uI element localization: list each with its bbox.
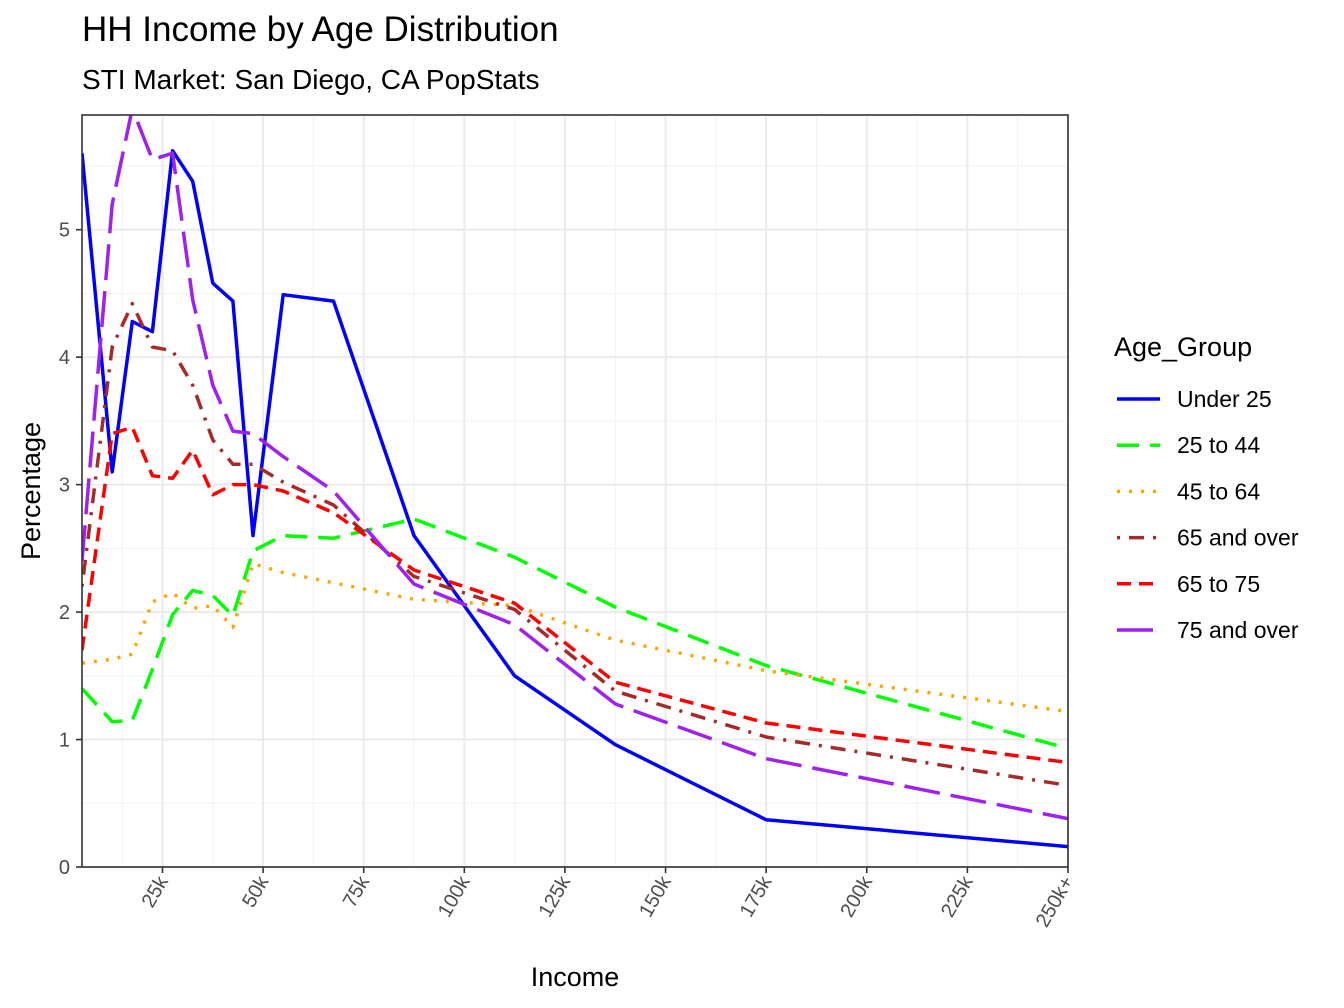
- x-tick-label: 50k: [238, 872, 274, 912]
- series-line-5: [82, 115, 1068, 821]
- x-axis: 25k 50k 75k 100k 125k 150k 175k 200k 225k 250k+: [138, 867, 1079, 932]
- legend-title: Age_Group: [1114, 332, 1252, 362]
- legend-label: 25 to 44: [1177, 432, 1260, 458]
- y-axis: 0 1 2 3 4 5: [59, 220, 82, 879]
- chart-title: HH Income by Age Distribution: [82, 10, 559, 49]
- y-tick-label: 3: [59, 475, 70, 497]
- x-tick-label: 100k: [434, 872, 475, 921]
- series-lines: [82, 115, 1068, 849]
- x-tick-label: 175k: [736, 872, 777, 921]
- chart-subtitle: STI Market: San Diego, CA PopStats: [82, 64, 540, 95]
- x-tick-label: 125k: [535, 872, 576, 921]
- grid-major: [82, 115, 1069, 868]
- series-line-3: [82, 301, 1068, 788]
- x-tick-label: 225k: [937, 872, 978, 921]
- legend-label: 65 to 75: [1177, 571, 1260, 597]
- legend-label: 45 to 64: [1177, 478, 1260, 504]
- y-tick-label: 4: [59, 347, 70, 369]
- x-tick-label: 150k: [635, 872, 676, 921]
- y-tick-label: 1: [59, 730, 70, 752]
- x-tick-label: 25k: [138, 872, 174, 912]
- y-tick-label: 2: [59, 602, 70, 624]
- series-line-1: [82, 517, 1068, 751]
- x-axis-title: Income: [531, 962, 620, 992]
- y-axis-title: Percentage: [16, 422, 46, 560]
- y-tick-label: 5: [59, 220, 70, 242]
- legend-label: Under 25: [1177, 386, 1272, 412]
- series-line-2: [82, 561, 1068, 714]
- grid-minor: [82, 115, 1068, 867]
- x-tick-label: 250k+: [1032, 873, 1079, 932]
- plot-panel-border: [81, 114, 1069, 868]
- legend-label: 65 and over: [1177, 525, 1299, 551]
- legend: Age_Group Under 25 25 to 44 45 to 64 65 and …: [1114, 332, 1299, 643]
- x-tick-label: 200k: [836, 872, 877, 921]
- x-tick-label: 75k: [339, 872, 375, 912]
- legend-label: 75 and over: [1177, 617, 1299, 643]
- series-line-4: [82, 425, 1068, 765]
- y-tick-label: 0: [59, 857, 70, 879]
